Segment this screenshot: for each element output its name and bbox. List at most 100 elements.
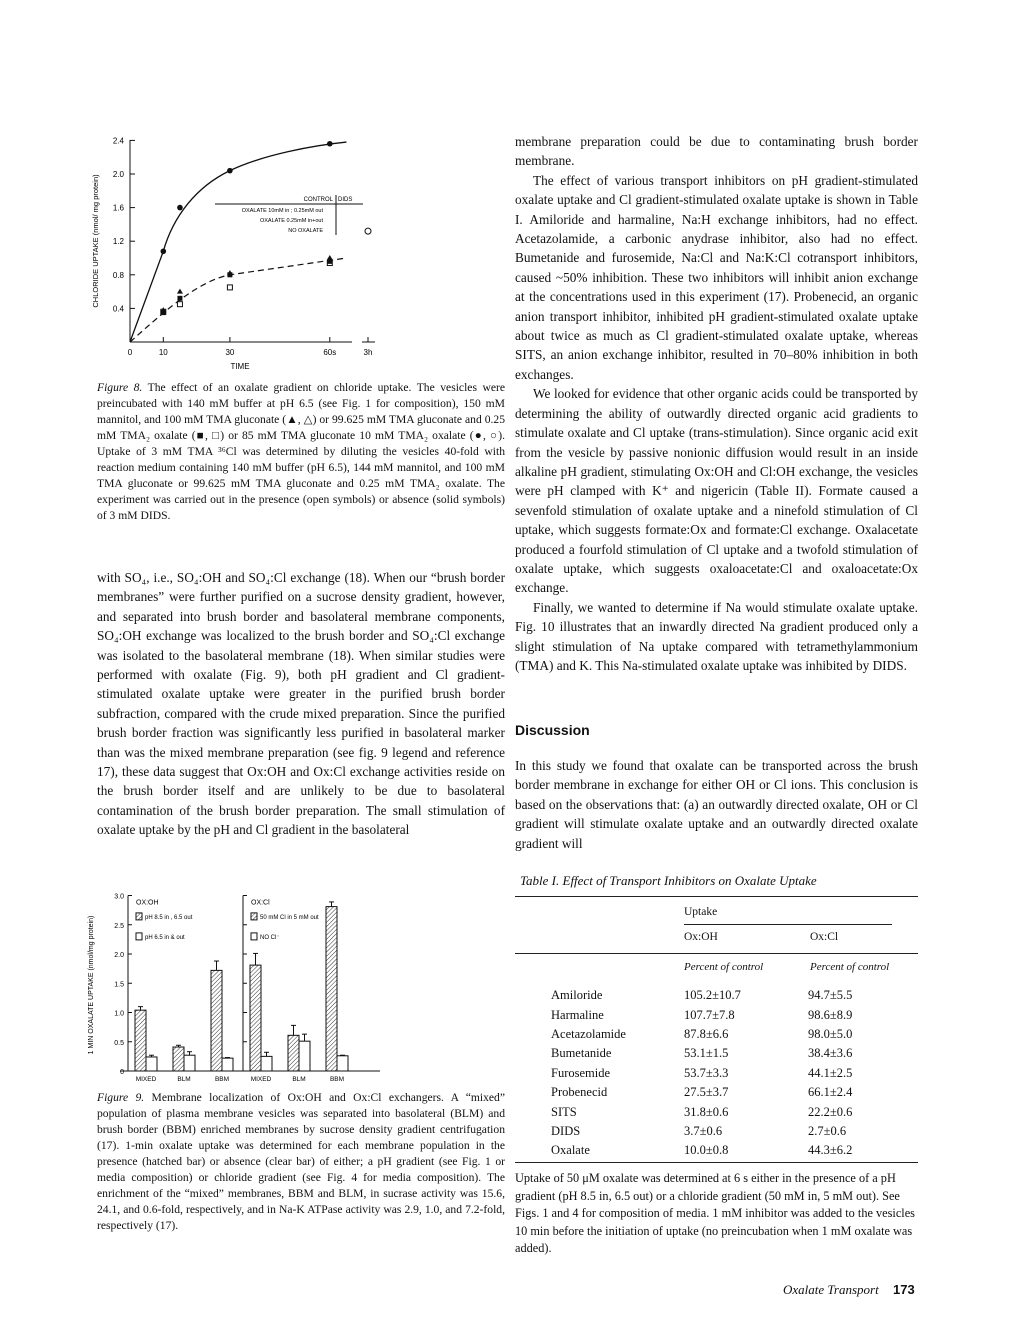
table-row: Bumetanide 53.1±1.5 38.4±3.6 xyxy=(551,1044,918,1063)
divider xyxy=(515,953,918,954)
table-cell-oxcl: 94.7±5.5 xyxy=(808,988,853,1003)
table-cell-oxcl: 44.3±6.2 xyxy=(808,1143,853,1158)
bar xyxy=(134,1009,147,1072)
data-point xyxy=(176,288,183,294)
bar xyxy=(249,964,262,1072)
unit-label: Percent of control xyxy=(810,961,890,973)
y-tick-label: 2.4 xyxy=(113,136,125,145)
y-tick-label: 0 xyxy=(120,1069,124,1076)
y-tick-label: 0.8 xyxy=(113,271,125,280)
bar xyxy=(260,1055,273,1072)
legend-entry: 50 mM Cl in 5 mM out xyxy=(260,915,319,921)
table-cell-name: DIDS xyxy=(551,1123,581,1138)
y-tick-label: 1.0 xyxy=(114,1011,124,1018)
y-axis-label: 1 MIN OXALATE UPTAKE (nmol/mg protein) xyxy=(88,916,95,1055)
table-cell-oxoh: 27.5±3.7 xyxy=(684,1085,729,1100)
data-point xyxy=(327,258,333,264)
data-point xyxy=(327,140,333,147)
left-column-text: with SO₄, i.e., SO₄:OH and SO₄:Cl exchan… xyxy=(97,568,505,840)
table-row: Harmaline 107.7±7.8 98.6±8.9 xyxy=(551,1005,918,1024)
legend-entry: NO OXALATE xyxy=(288,228,323,234)
data-point-dids xyxy=(226,284,233,291)
legend-swatch xyxy=(250,912,258,921)
table-row: DIDS 3.7±0.6 2.7±0.6 xyxy=(551,1122,918,1141)
table-row: SITS 31.8±0.6 22.2±0.6 xyxy=(551,1102,918,1121)
bar xyxy=(183,1054,196,1072)
paragraph: We looked for evidence that other organi… xyxy=(515,386,918,596)
data-point-dids xyxy=(176,301,183,308)
paragraph: Finally, we wanted to determine if Na wo… xyxy=(515,599,918,673)
running-title: Oxalate Transport xyxy=(783,1282,879,1297)
figure-9-chart: 1 MIN OXALATE UPTAKE (nmol/mg protein) 0 0… xyxy=(88,894,380,1083)
legend-header-control: CONTROL xyxy=(304,197,334,203)
divider xyxy=(684,924,892,925)
table-cell-name: Probenecid xyxy=(551,1085,608,1100)
bar xyxy=(287,1034,300,1072)
legend-entry: OXALATE 10mM in ; 0.25mM out xyxy=(242,208,324,214)
bar xyxy=(325,906,338,1072)
table-cell-name: Furosemide xyxy=(551,1065,611,1080)
x-tick-label: 30 xyxy=(225,348,234,357)
bar xyxy=(221,1057,234,1072)
x-tick-label: BLM xyxy=(177,1076,190,1083)
x-tick-label: BBM xyxy=(330,1076,344,1083)
legend-entry: OXALATE 0.25mM in+out xyxy=(260,218,323,224)
table-cell-oxcl: 98.0±5.0 xyxy=(808,1026,853,1041)
table-cell-oxoh: 31.8±0.6 xyxy=(684,1104,729,1119)
table-row: Furosemide 53.7±3.3 44.1±2.5 xyxy=(551,1064,918,1083)
figure-8-caption: Figure 8. The effect of an oxalate gradi… xyxy=(97,380,505,524)
table-cell-oxcl: 2.7±0.6 xyxy=(808,1123,847,1138)
x-tick-label: MIXED xyxy=(136,1076,157,1083)
table-row: Probenecid 27.5±3.7 66.1±2.4 xyxy=(551,1083,918,1102)
paragraph: In this study we found that oxalate can … xyxy=(515,758,918,851)
caption-label: Figure 9. xyxy=(97,1091,145,1104)
x-tick-label: MIXED xyxy=(251,1076,272,1083)
data-point xyxy=(227,167,233,174)
table-cell-name: Oxalate xyxy=(551,1143,590,1158)
x-tick-label: 10 xyxy=(159,348,168,357)
y-tick-label: 1.6 xyxy=(113,204,125,213)
data-point-dids xyxy=(326,260,333,267)
caption-text: The effect of an oxalate gradient on chl… xyxy=(97,381,505,522)
legend-entry: pH 6.5 in & out xyxy=(145,935,185,941)
caption-label: Figure 8. xyxy=(97,381,143,394)
table-cell-name: Acetazolamide xyxy=(551,1026,626,1041)
legend-header-dids: DIDS xyxy=(338,197,352,203)
y-tick-label: 2.0 xyxy=(114,952,124,959)
table-cell-name: SITS xyxy=(551,1104,577,1119)
discussion-text: In this study we found that oxalate can … xyxy=(515,756,918,853)
y-tick-label: 2.0 xyxy=(113,170,125,179)
legend-swatch xyxy=(250,932,258,941)
page-number: 173 xyxy=(893,1282,915,1297)
x-tick-label: 0 xyxy=(128,348,133,357)
legend-swatch xyxy=(135,912,143,921)
table-cell-name: Bumetanide xyxy=(551,1046,612,1061)
table-group-header: Uptake xyxy=(684,906,718,918)
table-cell-oxcl: 38.4±3.6 xyxy=(808,1046,853,1061)
divider xyxy=(515,896,918,897)
x-axis-label: TIME xyxy=(230,362,249,371)
paragraph: The effect of various transport inhibito… xyxy=(515,172,918,382)
data-point xyxy=(160,310,166,316)
y-tick-label: 0.4 xyxy=(113,304,125,313)
bar xyxy=(298,1040,311,1072)
section-heading-discussion: Discussion xyxy=(515,722,590,738)
table-cell-oxoh: 53.1±1.5 xyxy=(684,1046,729,1061)
table-cell-oxcl: 98.6±8.9 xyxy=(808,1007,853,1022)
series-line-dashed xyxy=(129,257,347,343)
table-cell-name: Amiloride xyxy=(551,988,603,1003)
figure-9-caption: Figure 9. Membrane localization of Ox:OH… xyxy=(97,1090,505,1234)
x-tick-label: 3h xyxy=(364,348,373,357)
unit-label: Percent of control xyxy=(684,961,764,973)
table-cell-oxoh: 10.0±0.8 xyxy=(684,1143,729,1158)
y-axis-label: CHLORIDE UPTAKE (nmol/ mg protein) xyxy=(91,174,100,308)
legend-entry: pH 8.5 in , 6.5 out xyxy=(145,915,193,921)
table-cell-oxoh: 107.7±7.8 xyxy=(684,1007,735,1022)
column-header-oxoh: Ox:OH xyxy=(684,931,718,943)
table-row: Oxalate 10.0±0.8 44.3±6.2 xyxy=(551,1141,918,1160)
data-point xyxy=(160,307,167,313)
x-tick-label: BLM xyxy=(292,1076,305,1083)
legend-swatch xyxy=(135,932,143,941)
x-tick-label: BBM xyxy=(215,1076,229,1083)
